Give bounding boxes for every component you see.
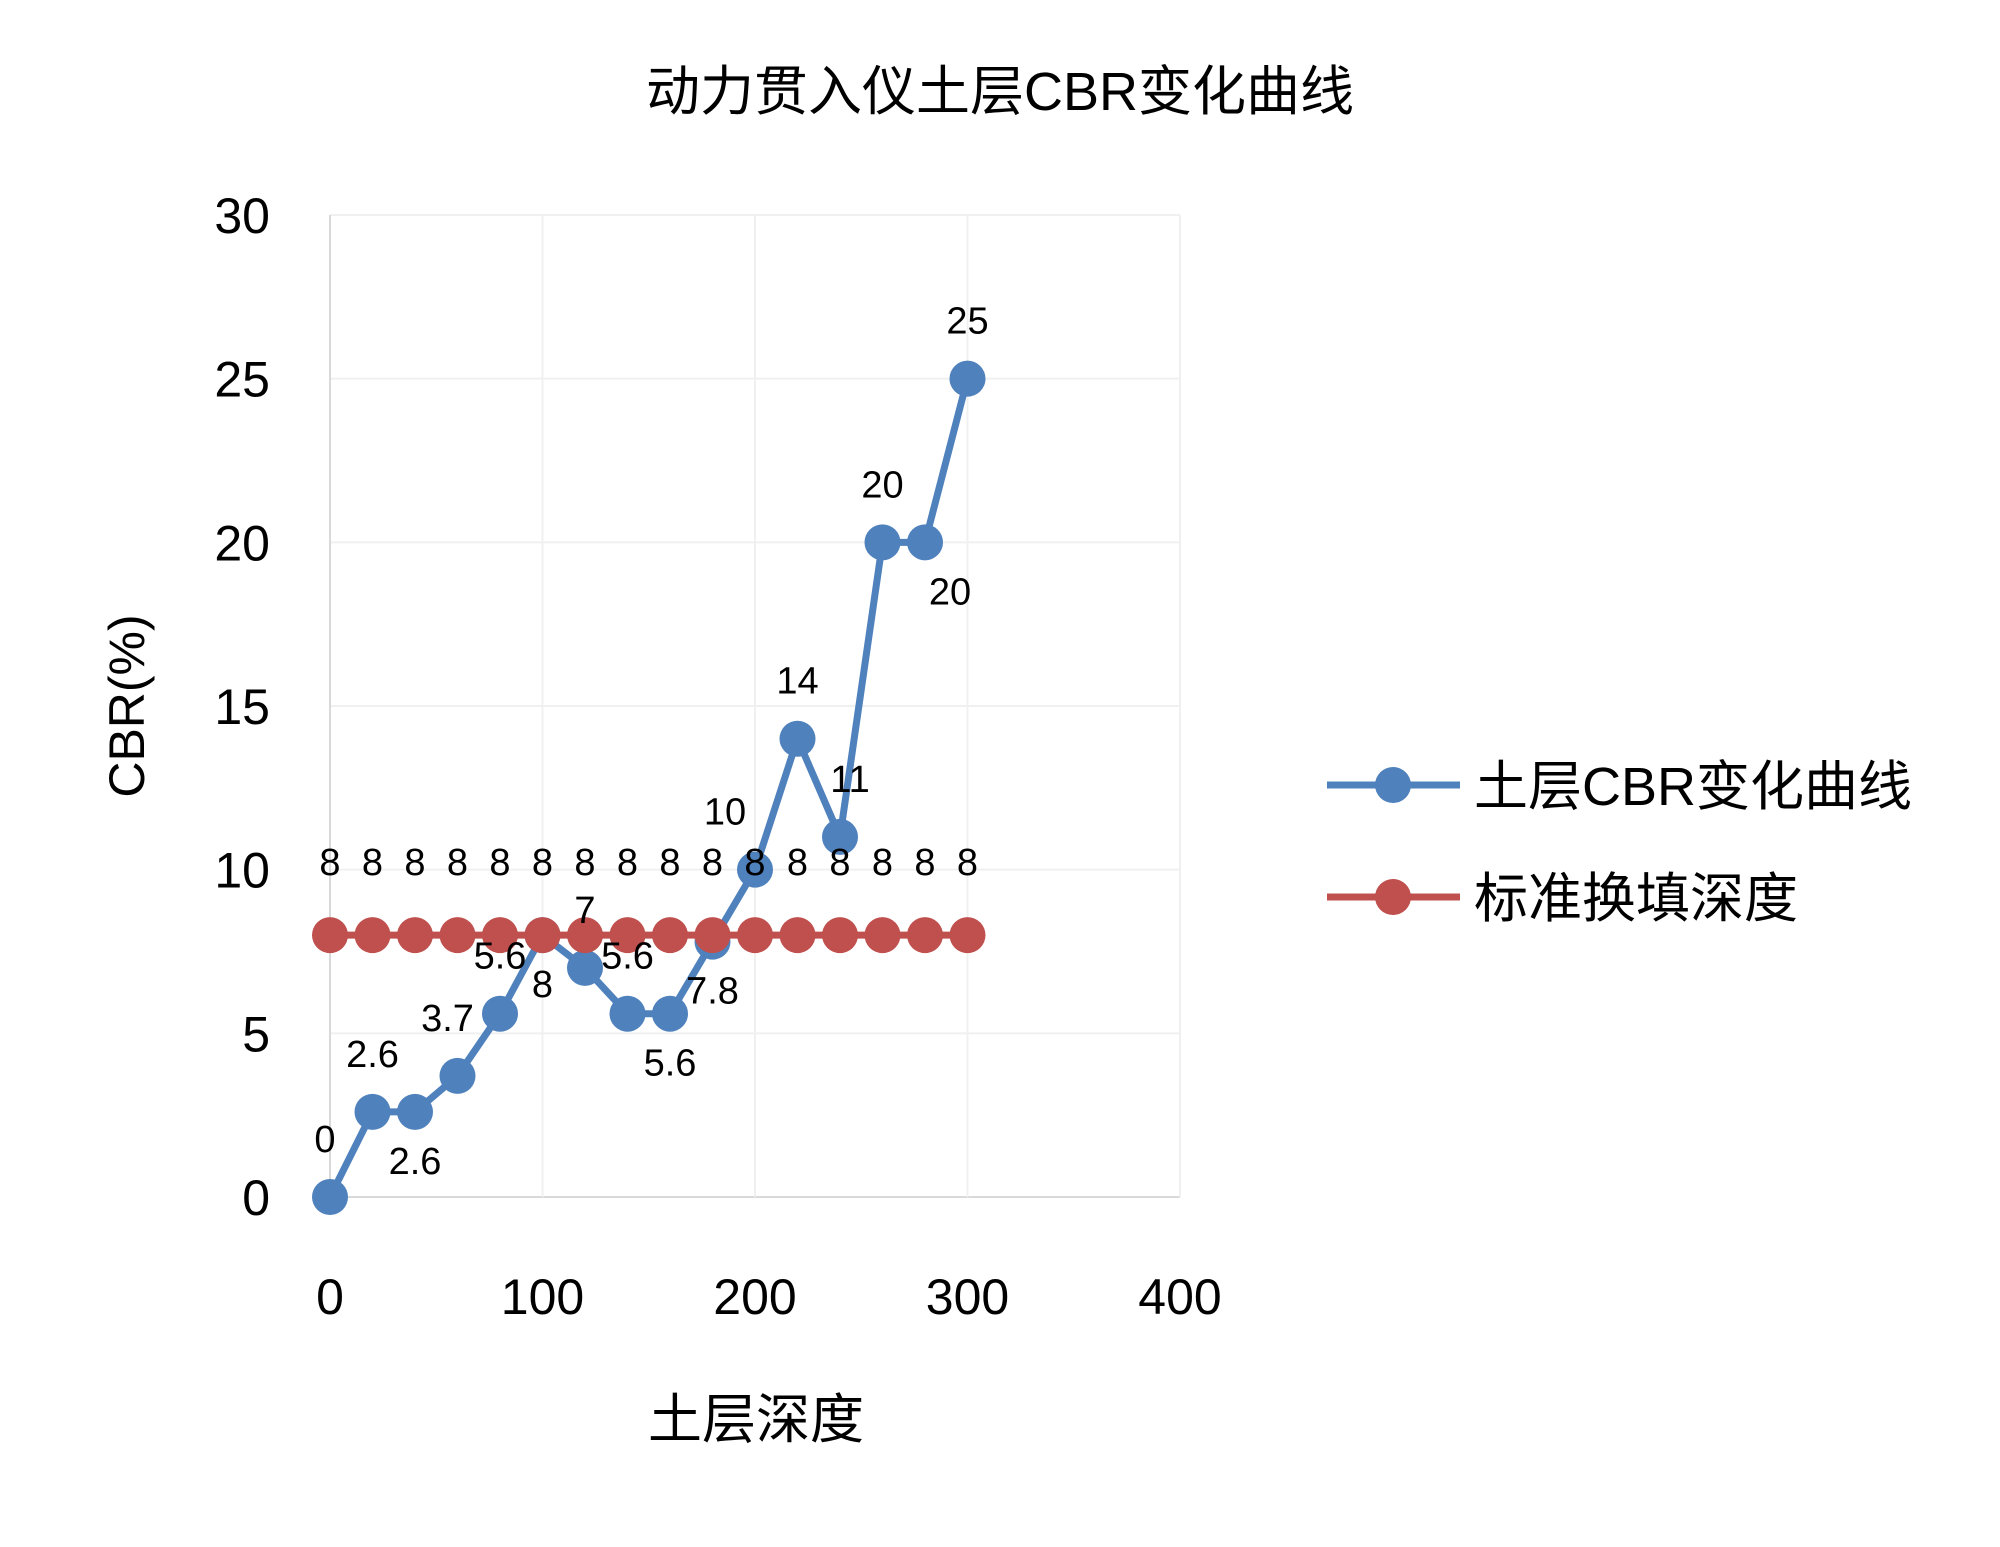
- series: [312, 360, 986, 1215]
- data-point: [949, 360, 986, 397]
- x-tick-label: 300: [926, 1269, 1009, 1325]
- legend-marker: [1375, 879, 1411, 915]
- data-label: 25: [946, 301, 988, 343]
- legend-label: 土层CBR变化曲线: [1474, 757, 1912, 817]
- data-label: 8: [659, 842, 680, 884]
- x-tick-label: 200: [713, 1269, 796, 1325]
- data-label: 8: [532, 842, 553, 884]
- y-tick-label: 5: [242, 1006, 270, 1062]
- data-point: [439, 1057, 476, 1094]
- y-tick-label: 10: [214, 843, 270, 899]
- data-label: 10: [704, 792, 746, 834]
- data-label: 20: [929, 571, 971, 613]
- data-point: [567, 949, 603, 986]
- data-point: [609, 995, 646, 1032]
- data-label: 8: [574, 842, 595, 884]
- data-point: [694, 917, 731, 954]
- data-point: [949, 917, 986, 954]
- x-tick-label: 0: [316, 1269, 344, 1325]
- data-label: 8: [957, 842, 978, 884]
- data-point: [609, 917, 646, 954]
- data-point: [737, 917, 773, 954]
- data-label: 7.8: [686, 971, 739, 1013]
- data-point: [864, 917, 901, 954]
- y-axis-label: CBR(%): [99, 614, 155, 797]
- data-label: 14: [776, 661, 818, 703]
- data-label: 8: [489, 842, 510, 884]
- data-point: [779, 917, 816, 954]
- data-point: [822, 818, 858, 855]
- data-label: 8: [617, 842, 638, 884]
- data-label: 5.6: [474, 936, 527, 978]
- data-label: 3.7: [421, 998, 474, 1040]
- data-point: [354, 917, 391, 954]
- data-label: 8: [404, 842, 425, 884]
- data-point: [907, 524, 943, 561]
- data-label: 20: [861, 464, 903, 506]
- data-point: [397, 1093, 433, 1130]
- data-point: [864, 524, 901, 561]
- y-tick-label: 25: [214, 352, 270, 408]
- data-label: 2.6: [389, 1141, 442, 1183]
- y-tick-label: 15: [214, 679, 270, 735]
- chart-title: 动力贯入仪土层CBR变化曲线: [646, 62, 1354, 122]
- data-point: [567, 917, 603, 954]
- data-label: 8: [532, 964, 553, 1006]
- data-point: [907, 917, 943, 954]
- data-point: [652, 917, 688, 954]
- data-point: [312, 1179, 348, 1215]
- data-label: 8: [744, 842, 765, 884]
- legend-marker: [1375, 767, 1411, 803]
- data-point: [397, 917, 433, 954]
- data-label: 8: [319, 842, 340, 884]
- legend-label: 标准换填深度: [1474, 869, 1798, 929]
- data-label: 8: [702, 842, 723, 884]
- x-tick-label: 100: [501, 1269, 584, 1325]
- data-point: [822, 917, 858, 954]
- data-point: [779, 720, 816, 757]
- data-label: 8: [914, 842, 935, 884]
- data-point: [354, 1093, 391, 1130]
- data-label: 8: [447, 842, 468, 884]
- data-label: 0: [314, 1119, 335, 1161]
- data-point: [524, 917, 561, 954]
- data-label: 11: [830, 759, 869, 801]
- data-point: [482, 995, 518, 1032]
- data-label: 2.6: [346, 1034, 399, 1076]
- y-tick-label: 30: [214, 188, 270, 244]
- data-label: 8: [829, 842, 850, 884]
- y-tick-label: 0: [242, 1170, 270, 1226]
- grid: [329, 214, 1181, 1198]
- data-label: 8: [362, 842, 383, 884]
- data-label: 5.6: [644, 1043, 697, 1085]
- data-label: 8: [787, 842, 808, 884]
- series-line-1: [326, 377, 971, 1199]
- data-label: 5.6: [601, 936, 654, 978]
- data-point: [482, 917, 518, 954]
- x-axis-label: 土层深度: [648, 1390, 864, 1450]
- data-point: [652, 995, 688, 1032]
- data-point: [737, 851, 773, 888]
- data-label: 7: [574, 890, 595, 932]
- data-point: [312, 917, 348, 954]
- data-label: 8: [872, 842, 893, 884]
- x-tick-label: 400: [1138, 1269, 1221, 1325]
- y-tick-label: 20: [214, 515, 270, 571]
- data-point: [439, 917, 476, 954]
